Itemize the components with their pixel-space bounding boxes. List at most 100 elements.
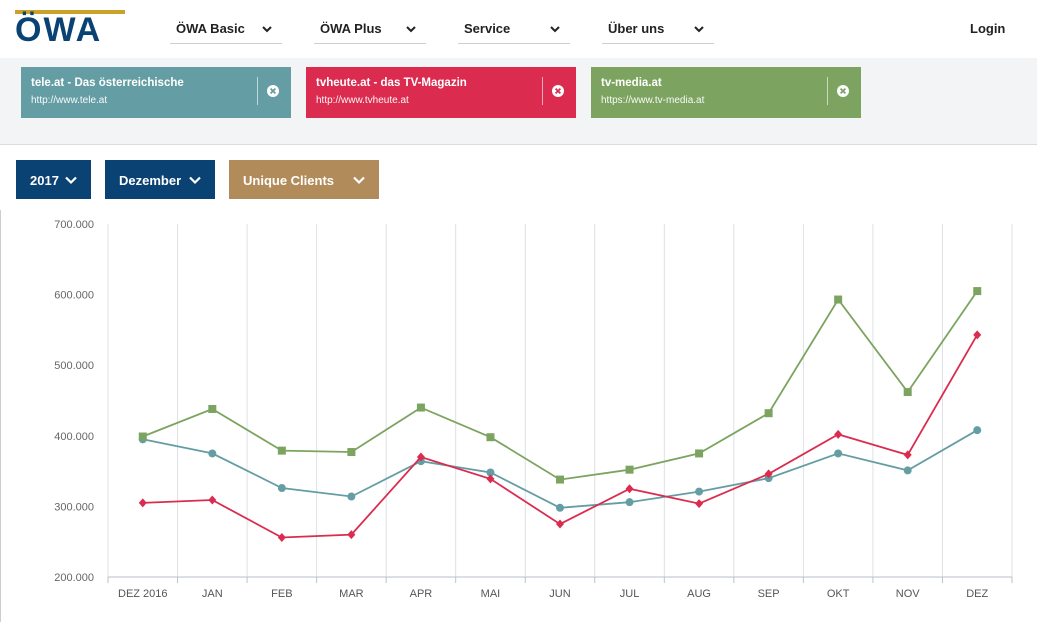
x-tick-label: OKT bbox=[827, 588, 850, 600]
nav-owa-basic[interactable]: ÖWA Basic bbox=[170, 14, 282, 44]
owa-logo[interactable]: ÖWA bbox=[15, 10, 125, 49]
data-point bbox=[834, 295, 843, 304]
card-divider bbox=[827, 77, 828, 105]
data-point bbox=[903, 388, 912, 397]
nav-label: Service bbox=[464, 21, 511, 36]
chevron-down-icon bbox=[65, 176, 77, 185]
month-select-value: Dezember bbox=[119, 173, 182, 188]
y-tick-label: 300.000 bbox=[54, 501, 94, 513]
x-tick-label: JUL bbox=[620, 588, 640, 600]
site-card-title: tvheute.at - das TV-Magazin bbox=[316, 77, 467, 89]
site-card-title: tv-media.at bbox=[601, 77, 662, 89]
metric-select-value: Unique Clients bbox=[243, 173, 335, 188]
data-point bbox=[764, 409, 773, 418]
nav-owa-plus[interactable]: ÖWA Plus bbox=[314, 14, 426, 44]
data-point bbox=[973, 287, 982, 296]
data-point bbox=[277, 532, 286, 542]
nav-label: ÖWA Basic bbox=[176, 21, 245, 36]
x-tick-label: APR bbox=[410, 588, 433, 600]
data-point bbox=[903, 450, 912, 460]
data-point bbox=[973, 330, 982, 340]
data-point bbox=[208, 449, 217, 458]
data-point bbox=[486, 433, 495, 442]
selected-sites-band: tele.at - Das österreichische http://www… bbox=[0, 58, 1037, 145]
chevron-down-icon bbox=[353, 176, 365, 185]
data-point bbox=[556, 475, 564, 484]
close-circle-icon[interactable] bbox=[266, 84, 280, 98]
login-link[interactable]: Login bbox=[970, 21, 1006, 36]
x-tick-label: MAR bbox=[339, 588, 364, 600]
data-point bbox=[764, 469, 773, 479]
site-card-url: https://www.tv-media.at bbox=[601, 95, 705, 106]
data-point bbox=[486, 468, 495, 477]
logo-accent-bar bbox=[15, 10, 125, 14]
data-point bbox=[625, 498, 634, 507]
close-circle-icon[interactable] bbox=[551, 84, 565, 98]
data-point bbox=[695, 449, 704, 458]
x-tick-label: NOV bbox=[896, 588, 921, 600]
data-point bbox=[556, 519, 564, 529]
series-line-2 bbox=[142, 290, 978, 481]
page-left-rule bbox=[0, 210, 1, 622]
year-select-value: 2017 bbox=[30, 173, 59, 188]
nav-service[interactable]: Service bbox=[458, 14, 570, 44]
y-tick-label: 400.000 bbox=[54, 431, 94, 443]
data-point bbox=[138, 432, 147, 441]
line-chart-svg: 200.000 300.000 400.000 500.000 600.000 700.0… bbox=[54, 219, 1013, 600]
chevron-down-icon bbox=[262, 26, 272, 33]
site-card-title: tele.at - Das österreichische bbox=[31, 77, 184, 89]
data-point bbox=[903, 466, 912, 475]
data-point bbox=[277, 446, 286, 455]
data-point bbox=[834, 449, 843, 458]
card-divider bbox=[542, 77, 543, 105]
data-point bbox=[138, 498, 147, 508]
y-tick-label: 600.000 bbox=[54, 290, 94, 302]
data-point bbox=[416, 452, 425, 462]
y-tick-label: 500.000 bbox=[54, 360, 94, 372]
x-tick-label: AUG bbox=[687, 588, 711, 600]
site-card-url: http://www.tvheute.at bbox=[316, 95, 409, 106]
data-point bbox=[973, 426, 982, 435]
data-point bbox=[625, 465, 634, 474]
close-circle-icon[interactable] bbox=[836, 84, 850, 98]
site-card-tvheute[interactable]: tvheute.at - das TV-Magazin http://www.t… bbox=[306, 67, 576, 118]
metric-select[interactable]: Unique Clients bbox=[229, 160, 379, 199]
chevron-down-icon bbox=[550, 26, 560, 33]
chevron-down-icon bbox=[189, 176, 201, 185]
data-point bbox=[695, 487, 704, 496]
site-card-url: http://www.tele.at bbox=[31, 95, 108, 106]
x-tick-label: JAN bbox=[202, 588, 223, 600]
data-point bbox=[556, 503, 564, 512]
x-tick-label: DEZ bbox=[966, 588, 988, 600]
data-point bbox=[277, 484, 286, 493]
data-point bbox=[208, 495, 217, 505]
x-tick-label: DEZ 2016 bbox=[118, 588, 168, 600]
data-point bbox=[834, 429, 843, 439]
data-point bbox=[347, 492, 356, 501]
data-point bbox=[208, 404, 217, 413]
nav-label: Über uns bbox=[608, 21, 665, 36]
x-tick-label: JUN bbox=[549, 588, 570, 600]
logo-text: ÖWA bbox=[15, 11, 103, 49]
data-point bbox=[416, 403, 425, 412]
x-tick-label: SEP bbox=[758, 588, 780, 600]
y-tick-label: 700.000 bbox=[54, 219, 94, 231]
unique-clients-chart: 200.000 300.000 400.000 500.000 600.000 700.0… bbox=[0, 210, 1037, 615]
data-point bbox=[695, 499, 704, 509]
year-select[interactable]: 2017 bbox=[16, 160, 91, 199]
y-tick-label: 200.000 bbox=[54, 572, 94, 584]
data-point bbox=[486, 474, 495, 484]
chevron-down-icon bbox=[694, 26, 704, 33]
data-point bbox=[625, 484, 634, 494]
card-divider bbox=[257, 77, 258, 105]
x-tick-label: FEB bbox=[271, 588, 292, 600]
nav-ueber-uns[interactable]: Über uns bbox=[602, 14, 714, 44]
site-card-tvmedia[interactable]: tv-media.at https://www.tv-media.at bbox=[591, 67, 861, 118]
chevron-down-icon bbox=[406, 26, 416, 33]
x-tick-label: MAI bbox=[481, 588, 501, 600]
data-point bbox=[347, 530, 356, 540]
nav-label: ÖWA Plus bbox=[320, 21, 382, 36]
site-card-tele[interactable]: tele.at - Das österreichische http://www… bbox=[21, 67, 291, 118]
data-point bbox=[347, 448, 356, 457]
month-select[interactable]: Dezember bbox=[105, 160, 215, 199]
